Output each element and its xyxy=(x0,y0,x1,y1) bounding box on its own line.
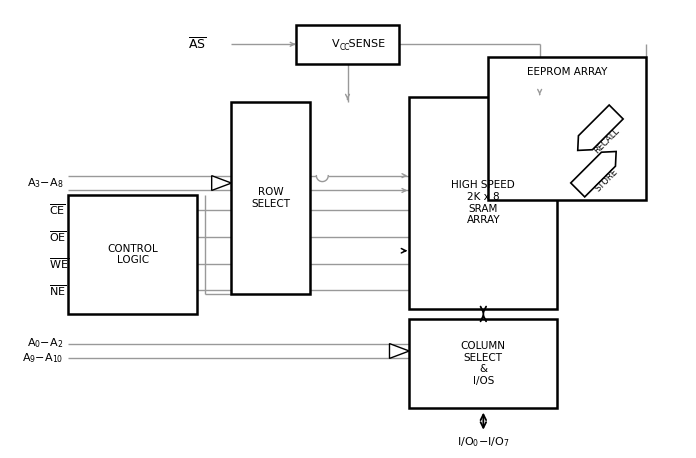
Text: $\overline{\mathrm{NE}}$: $\overline{\mathrm{NE}}$ xyxy=(49,283,66,298)
Polygon shape xyxy=(571,152,616,197)
Bar xyxy=(409,97,557,309)
Text: $\mathrm{A_0}$$-$$\mathrm{A_2}$: $\mathrm{A_0}$$-$$\mathrm{A_2}$ xyxy=(27,337,63,350)
Text: $\mathrm{I/O_0}$$-$$\mathrm{I/O_7}$: $\mathrm{I/O_0}$$-$$\mathrm{I/O_7}$ xyxy=(457,436,509,449)
Text: EEPROM ARRAY: EEPROM ARRAY xyxy=(527,67,608,77)
Text: STORE: STORE xyxy=(594,168,620,194)
Bar xyxy=(296,25,400,64)
Text: V: V xyxy=(332,39,340,49)
Bar xyxy=(489,57,647,200)
Text: $\mathrm{A_3}$$-$$\mathrm{A_8}$: $\mathrm{A_3}$$-$$\mathrm{A_8}$ xyxy=(27,176,63,190)
Text: COLUMN
SELECT
&
I/OS: COLUMN SELECT & I/OS xyxy=(461,341,506,386)
Text: $\overline{\mathrm{CE}}$: $\overline{\mathrm{CE}}$ xyxy=(49,203,65,218)
Text: HIGH SPEED
2K x 8
SRAM
ARRAY: HIGH SPEED 2K x 8 SRAM ARRAY xyxy=(452,180,515,225)
Text: $\overline{\mathrm{WE}}$: $\overline{\mathrm{WE}}$ xyxy=(49,256,69,271)
Text: $\mathrm{A_9}$$-$$\mathrm{A_{10}}$: $\mathrm{A_9}$$-$$\mathrm{A_{10}}$ xyxy=(22,351,63,365)
Bar xyxy=(409,319,557,408)
Text: CONTROL
LOGIC: CONTROL LOGIC xyxy=(107,244,158,266)
Text: $\overline{\mathrm{AS}}$: $\overline{\mathrm{AS}}$ xyxy=(188,37,207,52)
Bar xyxy=(232,102,310,294)
Polygon shape xyxy=(578,105,623,150)
Polygon shape xyxy=(212,176,232,191)
Text: CC: CC xyxy=(340,43,350,52)
Text: $\overline{\mathrm{OE}}$: $\overline{\mathrm{OE}}$ xyxy=(49,229,66,244)
Text: SENSE: SENSE xyxy=(345,39,385,49)
Text: ROW
SELECT: ROW SELECT xyxy=(251,187,290,209)
Bar xyxy=(68,196,197,314)
Polygon shape xyxy=(390,344,409,359)
Text: RECALL: RECALL xyxy=(592,126,622,155)
